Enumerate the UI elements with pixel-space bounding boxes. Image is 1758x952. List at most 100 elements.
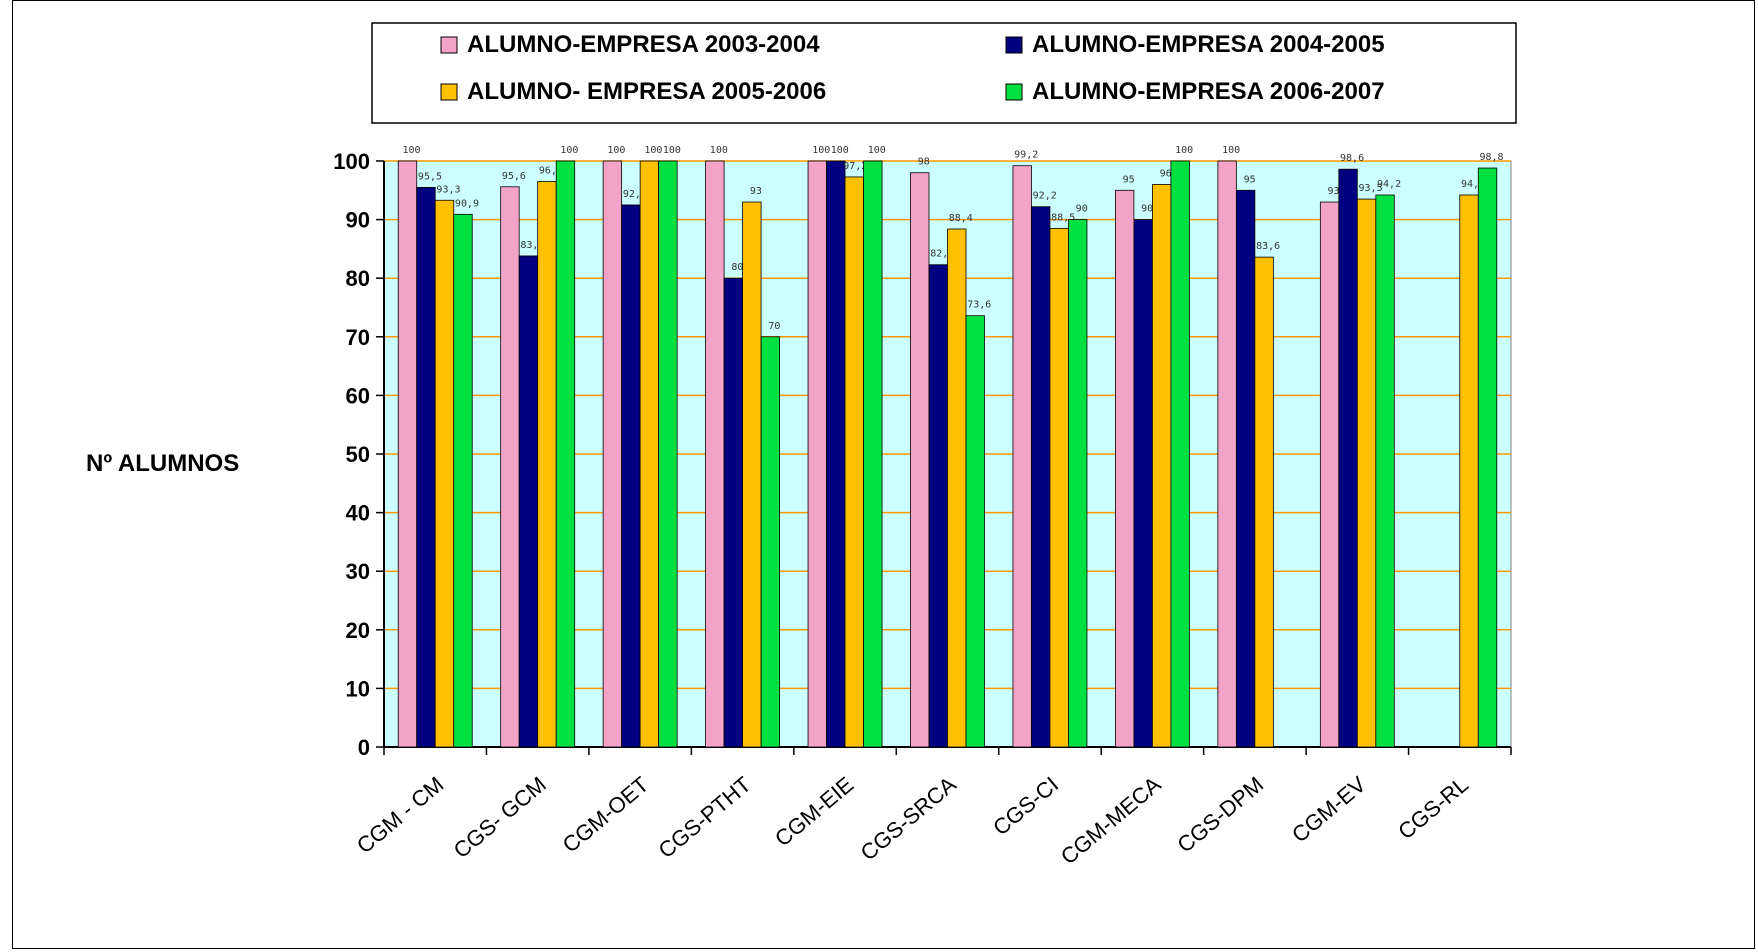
legend-entry: ALUMNO-EMPRESA 2003-2004 [467, 31, 820, 58]
bar [760, 336, 780, 748]
data-label: 95 [1123, 174, 1135, 185]
data-label: 100 [710, 145, 728, 156]
bar [1459, 194, 1479, 748]
legend-entry: ALUMNO-EMPRESA 2006-2007 [1032, 78, 1385, 105]
category-label: CGS-CI [988, 772, 1063, 841]
bar [639, 160, 660, 748]
data-label: 97,28 [843, 161, 873, 172]
bar [1133, 219, 1153, 748]
data-label: 70 [768, 321, 780, 332]
data-label: 93 [750, 186, 762, 197]
data-label: 95,6 [502, 171, 526, 182]
data-label: 100 [1222, 145, 1240, 156]
bar [807, 160, 827, 748]
y-tick-label: 20 [346, 618, 370, 643]
y-tick-label: 80 [346, 266, 370, 291]
data-label: 96,5 [539, 166, 563, 177]
data-label: 96 [1160, 168, 1172, 179]
bar [1235, 189, 1256, 748]
y-tick-label: 0 [358, 735, 370, 760]
bar [1115, 189, 1135, 748]
bar [742, 201, 762, 748]
legend-swatch [1005, 36, 1023, 54]
bar [910, 172, 930, 748]
legend-entry: ALUMNO- EMPRESA 2005-2006 [467, 78, 826, 105]
data-label: 98,8 [1479, 152, 1503, 163]
category-label: CGS-SRCA [856, 771, 961, 865]
chart-frame: 0 10 20 30 40 50 60 70 80 90 100 100 95,5 93,3 90,9 CGM… [12, 0, 1755, 949]
data-label: 100 [831, 145, 849, 156]
bar [928, 264, 948, 748]
data-label: 100 [644, 145, 662, 156]
category-label: CGM-MECA [1056, 771, 1166, 869]
bar [555, 160, 576, 748]
y-axis-label: Nº ALUMNOS [86, 450, 239, 477]
bar [518, 255, 539, 748]
data-label: 90,9 [455, 198, 479, 209]
category-label: CGS- GCM [449, 772, 551, 863]
data-label: 93,3 [436, 184, 460, 195]
bar [434, 199, 455, 748]
data-label: 100 [663, 145, 681, 156]
data-label: 94,2 [1461, 179, 1485, 190]
data-label: 80 [731, 262, 743, 273]
category-label: CGS-DPM [1172, 772, 1268, 858]
data-label: 95 [1244, 174, 1256, 185]
bar [826, 160, 846, 748]
data-label: 92,5 [623, 189, 647, 200]
bar [397, 160, 418, 748]
data-label: 100 [868, 145, 886, 156]
y-tick-label: 60 [346, 383, 370, 408]
data-label: 92,2 [1033, 191, 1057, 202]
data-label: 93,5 [1359, 183, 1383, 194]
legend-entry: ALUMNO-EMPRESA 2004-2005 [1032, 31, 1385, 58]
data-label: 100 [560, 145, 578, 156]
bar [453, 213, 473, 748]
data-label: 95,5 [418, 171, 442, 182]
category-label: CGM - CM [352, 772, 449, 859]
data-label: 99,2 [1014, 150, 1038, 161]
bar [1356, 198, 1377, 748]
category-label: CGS-RL [1393, 772, 1473, 845]
bar [844, 176, 864, 748]
bar [1012, 165, 1032, 748]
bar [537, 181, 557, 748]
category-label: CGM-EV [1287, 771, 1371, 847]
bar [1254, 256, 1274, 748]
data-label: 88,5 [1051, 212, 1075, 223]
bar [863, 160, 883, 748]
category-label: CGS-PTHT [654, 772, 756, 863]
data-label: 82,3 [930, 249, 954, 260]
data-label: 90 [1141, 204, 1153, 215]
data-label: 90 [1076, 204, 1088, 215]
bar [1152, 184, 1172, 748]
y-tick-label: 10 [346, 676, 370, 701]
bar [947, 228, 967, 748]
bar [621, 204, 641, 748]
bar [1031, 206, 1051, 748]
data-label: 98 [918, 157, 930, 168]
bar [1375, 194, 1395, 748]
data-label: 88,4 [949, 213, 973, 224]
bar [1049, 227, 1069, 748]
y-tick-label: 90 [346, 208, 370, 233]
data-label: 100 [402, 145, 420, 156]
data-label: 94,2 [1377, 179, 1401, 190]
legend-box [371, 22, 1517, 124]
bar [416, 186, 436, 748]
data-label: 73,6 [967, 300, 991, 311]
data-label: 98,6 [1340, 153, 1364, 164]
bar [1068, 219, 1088, 748]
bar [1170, 160, 1190, 748]
data-label: 100 [1175, 145, 1193, 156]
bar [965, 315, 985, 748]
y-tick-label: 70 [346, 325, 370, 350]
legend-swatch [440, 83, 458, 101]
bar [1338, 168, 1358, 748]
data-label: 83,6 [1256, 241, 1280, 252]
bar [705, 160, 725, 748]
data-label: 93 [1328, 186, 1340, 197]
y-tick-label: 50 [346, 442, 370, 467]
category-label: CGM-EIE [770, 772, 858, 852]
